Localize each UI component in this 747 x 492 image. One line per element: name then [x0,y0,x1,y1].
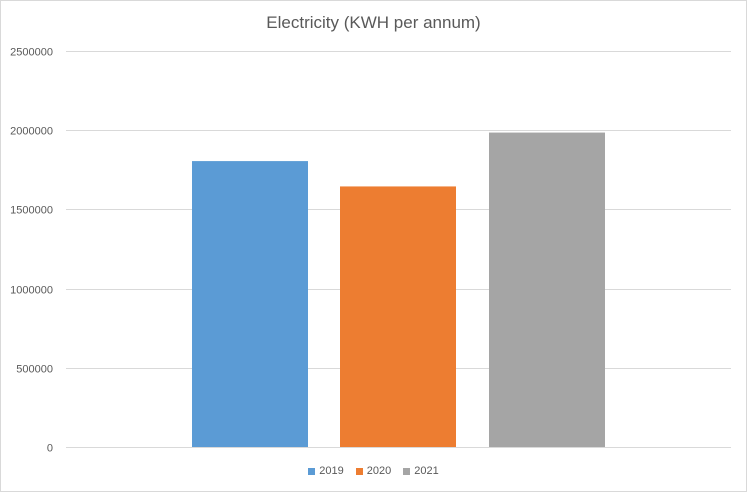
chart-title: Electricity (KWH per annum) [266,13,481,32]
legend-label-2019: 2019 [319,465,344,477]
legend-item-2020[interactable]: 2020 [355,465,392,477]
y-tick-label: 1500000 [10,205,53,217]
y-tick-label: 2500000 [10,47,53,59]
y-tick-label: 2000000 [10,126,53,138]
bar-2019[interactable] [192,161,308,447]
legend: 2019 2020 2021 [1,465,746,477]
legend-item-2019[interactable]: 2019 [308,465,344,477]
legend-label-2021: 2021 [414,465,439,477]
y-axis-ticks: 0 500000 1000000 1500000 2000000 2500000 [10,47,53,455]
legend-swatch-2020 [355,467,363,475]
bar-2021[interactable] [489,132,605,448]
bar-2020[interactable] [340,186,456,447]
y-tick-label: 1000000 [10,285,53,297]
legend-swatch-2019 [308,467,316,475]
legend-item-2021[interactable]: 2021 [403,465,439,477]
y-tick-label: 0 [47,443,53,455]
legend-label-2020: 2020 [366,465,392,477]
y-tick-label: 500000 [16,364,53,376]
bars [192,132,605,448]
legend-swatch-2021 [403,467,411,475]
